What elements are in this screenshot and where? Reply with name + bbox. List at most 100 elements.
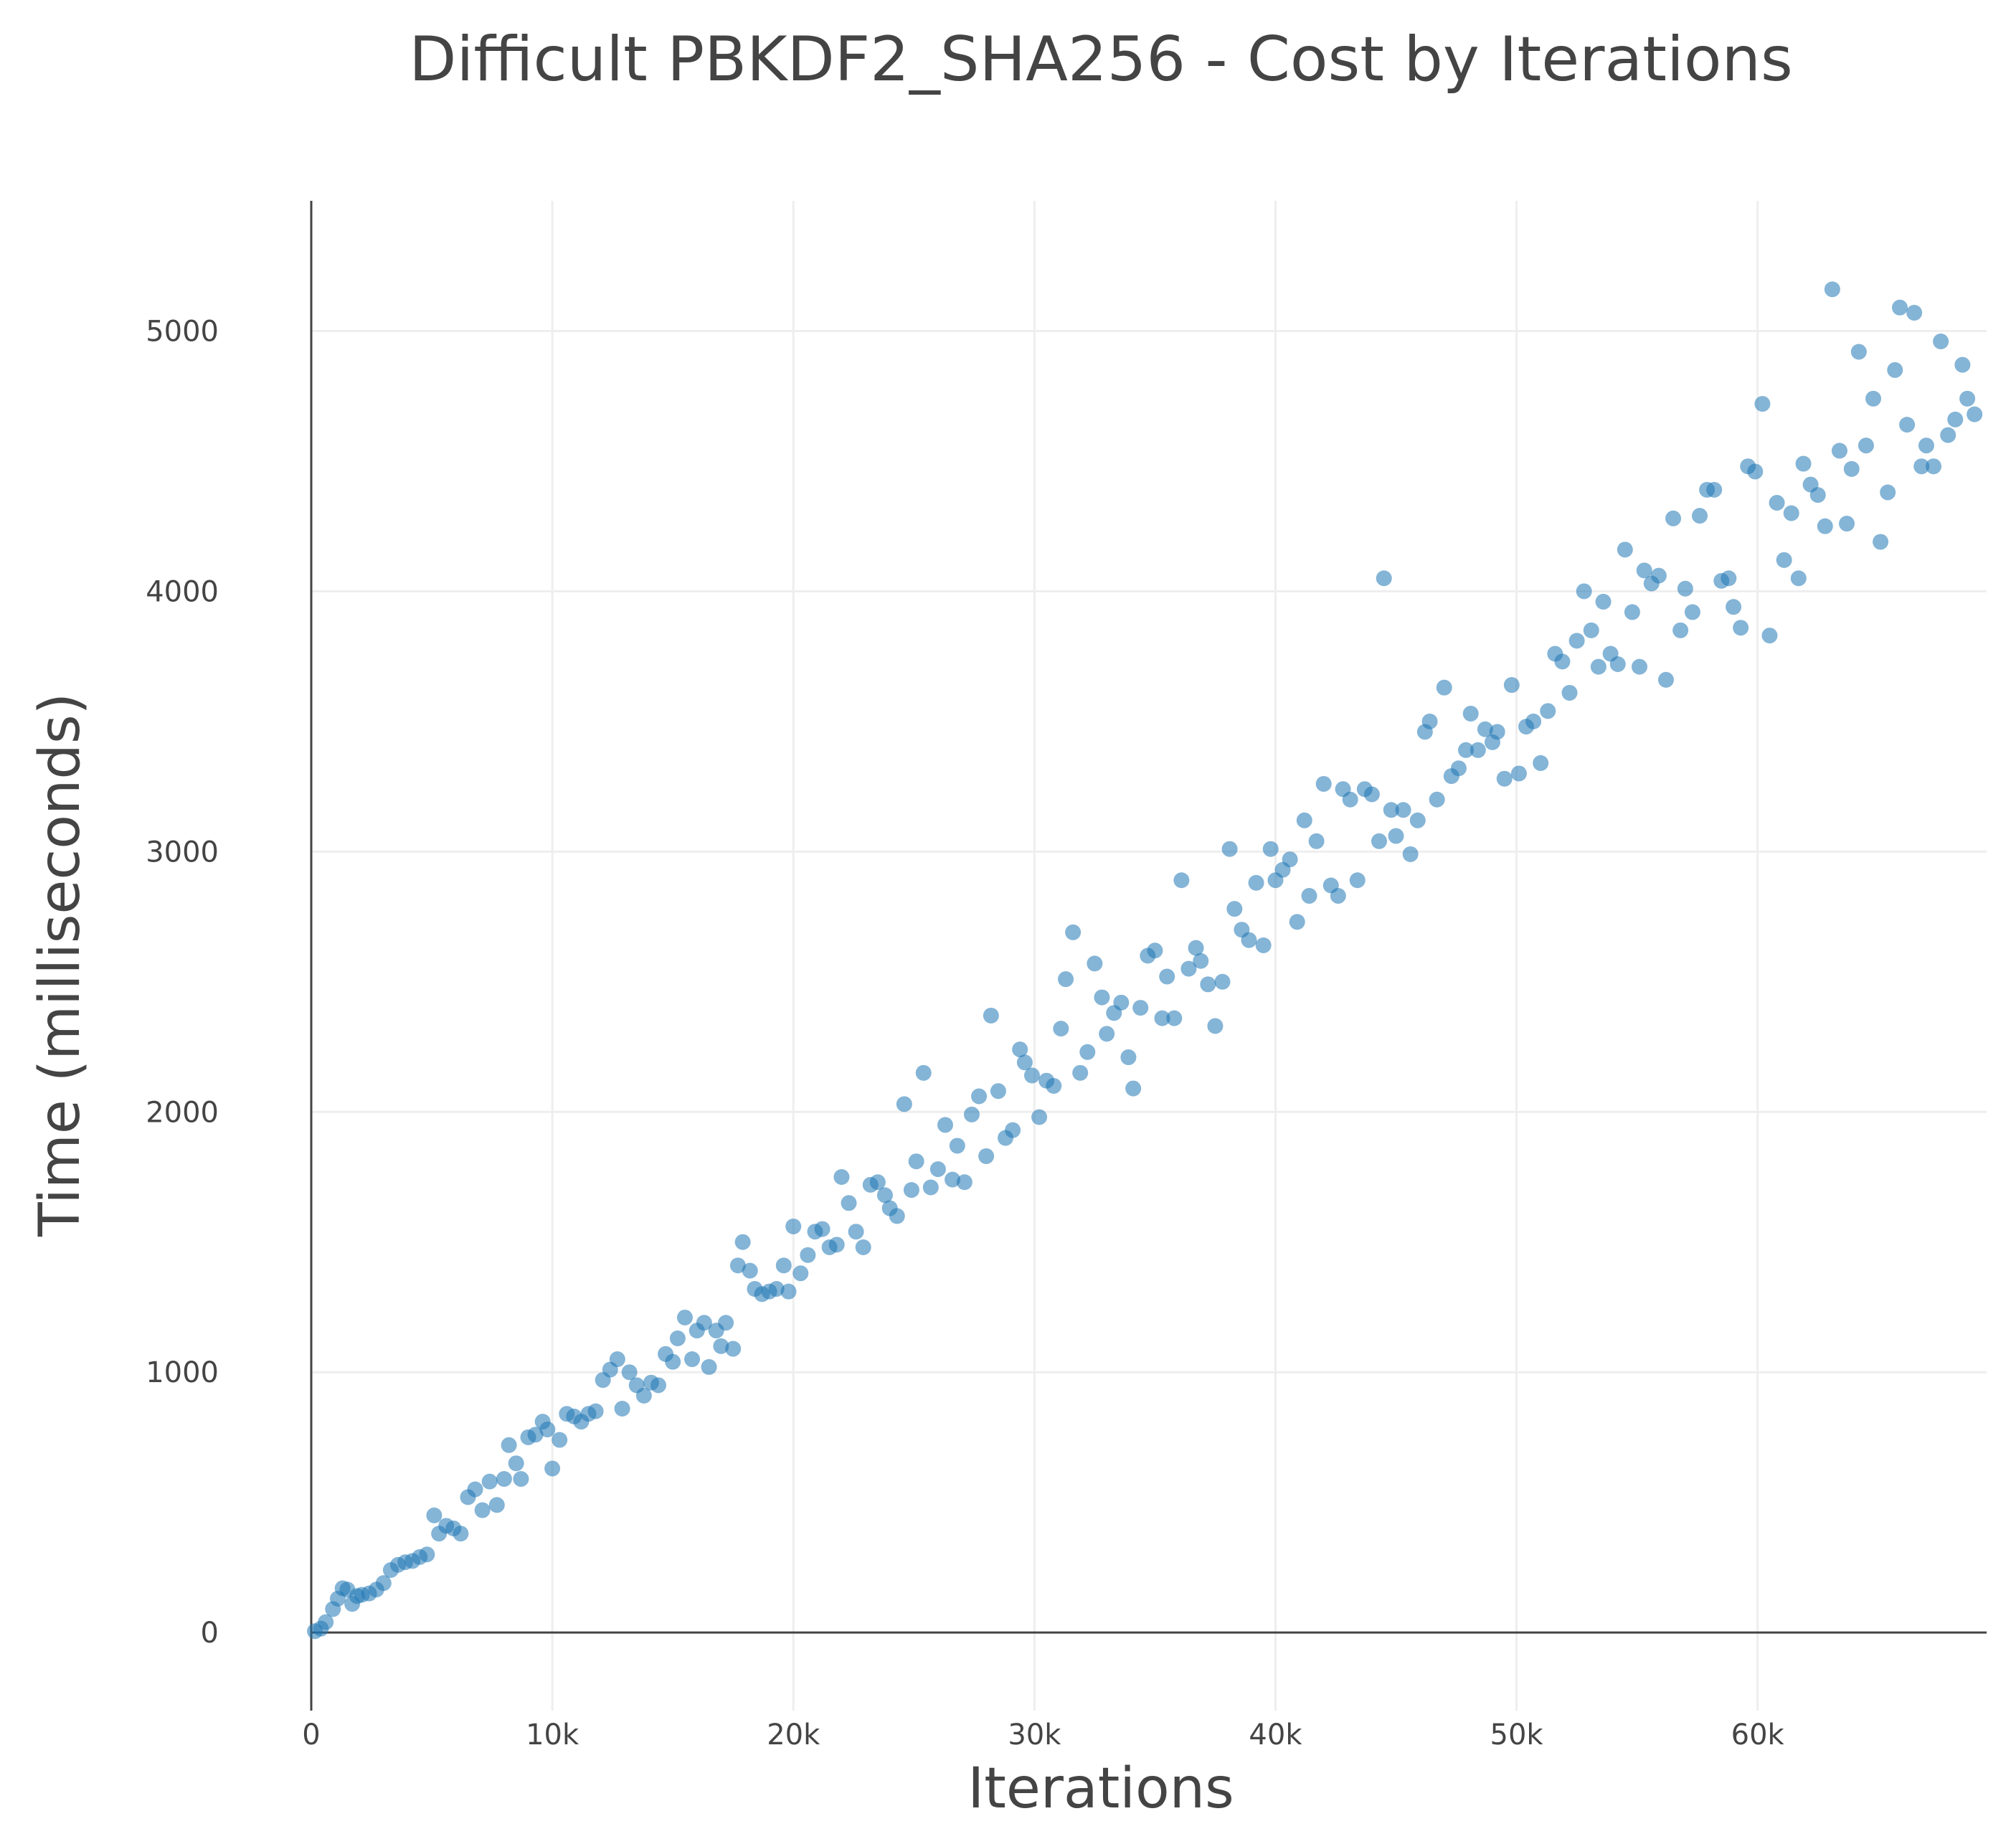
data-point (1940, 427, 1956, 443)
data-point (937, 1117, 953, 1133)
data-point (1933, 333, 1949, 349)
data-point (1226, 901, 1243, 917)
data-point (501, 1437, 517, 1453)
data-point (1402, 846, 1419, 862)
data-point (1376, 570, 1392, 587)
data-point (956, 1174, 972, 1191)
data-point (1016, 1054, 1033, 1071)
data-point (1650, 567, 1667, 584)
data-point (1342, 791, 1358, 808)
data-point (1255, 937, 1272, 953)
data-point (1906, 305, 1923, 321)
data-point (1839, 516, 1855, 532)
data-point (1561, 684, 1578, 701)
data-point (713, 1338, 729, 1354)
data-point (375, 1575, 392, 1592)
tick-labels: 0 10k 20k 30k 40k 50k 60k 0 1000 2000 3000 4000 5000 (146, 315, 1784, 1751)
data-point (508, 1455, 524, 1472)
data-point (1457, 742, 1474, 758)
data-point (1421, 713, 1438, 729)
data-point (1609, 656, 1626, 673)
data-point (1053, 1021, 1069, 1037)
data-point (1207, 1018, 1224, 1034)
data-point (1065, 924, 1082, 940)
data-point (1554, 653, 1571, 670)
data-point (496, 1470, 512, 1487)
y-tick-label: 1000 (146, 1356, 219, 1389)
data-point (915, 1064, 932, 1081)
data-point (527, 1427, 544, 1443)
data-point (1470, 742, 1486, 758)
data-point (949, 1138, 965, 1154)
data-point (1308, 833, 1325, 849)
data-point (855, 1239, 871, 1255)
data-point (696, 1315, 712, 1331)
data-point (1677, 580, 1693, 597)
y-tick-label: 4000 (146, 575, 219, 608)
y-tick-label: 5000 (146, 315, 219, 348)
data-point (1383, 802, 1399, 818)
data-point (1031, 1109, 1048, 1125)
data-point (908, 1153, 924, 1170)
data-point (1665, 510, 1682, 526)
data-point (1012, 1041, 1028, 1058)
data-point (1125, 1080, 1142, 1097)
data-point (1617, 542, 1633, 558)
data-point (1747, 463, 1764, 480)
y-tick-label: 2000 (146, 1096, 219, 1129)
data-point (1173, 872, 1190, 889)
data-point (614, 1401, 630, 1417)
data-point (814, 1221, 830, 1237)
data-point (1706, 481, 1723, 498)
data-point (1790, 570, 1807, 587)
data-point (1409, 812, 1426, 828)
data-point (1733, 620, 1749, 636)
data-point (1113, 994, 1130, 1011)
data-point (669, 1330, 686, 1347)
axes (310, 201, 1987, 1711)
data-point (1262, 841, 1279, 857)
data-point (971, 1088, 988, 1105)
data-point (734, 1234, 751, 1250)
data-point (963, 1106, 980, 1122)
data-point (684, 1351, 701, 1368)
data-point (1865, 390, 1882, 407)
data-point (1496, 770, 1513, 787)
data-point (983, 1007, 999, 1023)
data-point (1926, 458, 1942, 475)
data-points (307, 281, 1983, 1640)
data-point (869, 1174, 886, 1191)
data-point (1899, 417, 1916, 433)
data-point (1843, 460, 1860, 477)
data-point (1154, 1010, 1170, 1026)
data-point (1241, 932, 1257, 948)
x-tick-label: 30k (1008, 1719, 1061, 1751)
data-point (1289, 914, 1305, 930)
data-point (929, 1161, 946, 1178)
data-point (1214, 973, 1231, 990)
data-point (1395, 802, 1411, 818)
data-point (1503, 677, 1520, 694)
data-point (896, 1096, 912, 1112)
data-point (1221, 841, 1238, 857)
gridlines (311, 201, 1987, 1711)
data-point (1296, 812, 1312, 828)
data-point (1450, 760, 1467, 777)
data-point (1180, 960, 1197, 977)
data-point (474, 1502, 491, 1518)
data-point (1672, 622, 1689, 638)
data-point (1099, 1026, 1115, 1042)
data-point (841, 1195, 857, 1211)
data-point (1776, 552, 1792, 568)
data-point (1388, 828, 1404, 844)
data-point (1887, 361, 1903, 378)
data-point (1023, 1067, 1040, 1084)
data-point (1891, 299, 1908, 316)
data-point (635, 1387, 652, 1404)
data-point (742, 1262, 758, 1279)
data-point (318, 1614, 334, 1630)
data-point (1540, 703, 1556, 719)
data-point (1590, 658, 1606, 675)
data-point (1576, 583, 1592, 600)
